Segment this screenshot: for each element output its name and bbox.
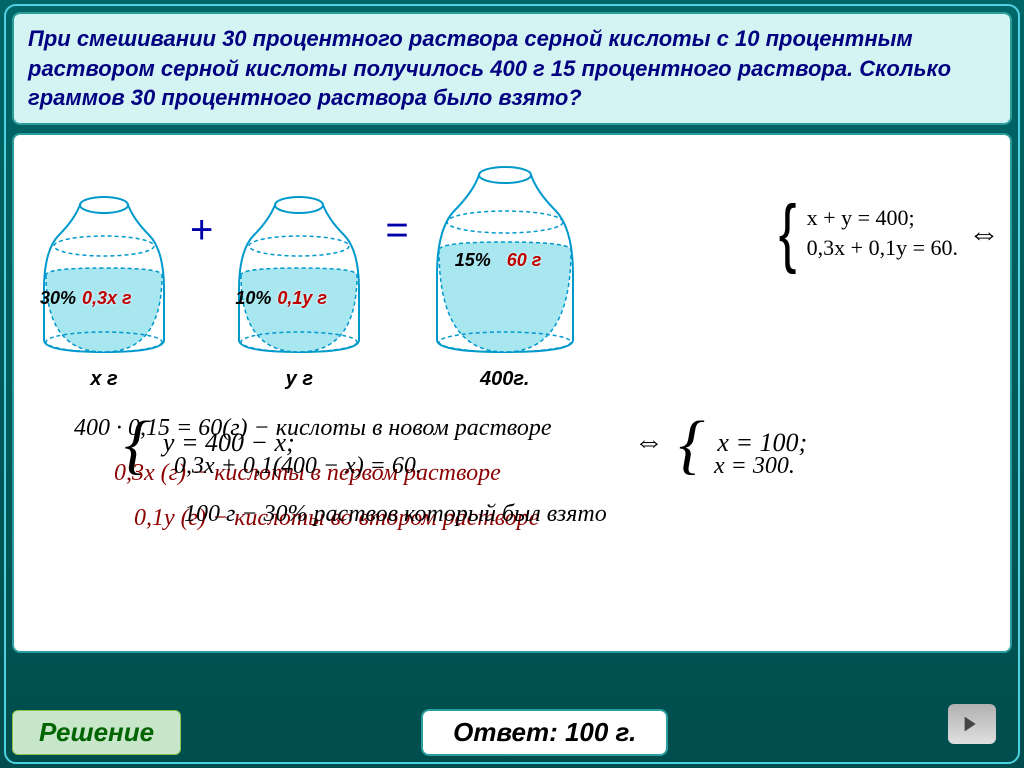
next-button[interactable] (948, 704, 996, 744)
jar3-annot: 60 г (507, 250, 542, 271)
bottom-row: Решение Ответ: 100 г. (12, 709, 1012, 756)
step-3b: 100 г − 30% раствов который был взято (184, 501, 607, 528)
jar-1: 30% 0,3x г x г (24, 180, 184, 365)
jar3-pct: 15% (455, 250, 491, 271)
jar-icon (415, 150, 595, 360)
jar-icon (24, 180, 184, 360)
work-area: 30% 0,3x г x г + 10% 0,1y г y г = (12, 133, 1012, 653)
system-equations: x + y = 400; 0,3x + 0,1y = 60. (807, 201, 958, 265)
step-2b: 0,3x + 0,1(400 − x) = 60. (174, 453, 422, 480)
chevron-right-icon (961, 713, 983, 735)
equation-system: { x + y = 400; 0,3x + 0,1y = 60. ⇔ (775, 195, 1000, 271)
solve-button[interactable]: Решение (12, 710, 181, 755)
iff-icon: ⇔ (968, 215, 1000, 252)
jar3-var: 400г. (415, 368, 595, 391)
jar1-pct: 30% (40, 288, 76, 309)
jar2-annot: 0,1y г (277, 288, 327, 309)
answer-box: Ответ: 100 г. (421, 709, 668, 756)
step-2c: x = 300. (714, 453, 795, 480)
page-frame: При смешивании 30 процентного раствора с… (4, 4, 1020, 764)
bracket-icon: { (779, 195, 797, 271)
problem-statement: При смешивании 30 процентного раствора с… (12, 12, 1012, 125)
solution-steps: 400 · 0,15 = 60(г) − кислоты в новом рас… (74, 405, 954, 605)
jar2-pct: 10% (235, 288, 271, 309)
system-eq-2: 0,3x + 0,1y = 60. (807, 235, 958, 261)
system-eq-1: x + y = 400; (807, 205, 958, 231)
problem-text: При смешивании 30 процентного раствора с… (28, 24, 996, 113)
jar-2: 10% 0,1y г y г (219, 180, 379, 365)
jar-3: 15% 60 г 400г. (415, 150, 595, 365)
jar1-var: x г (24, 368, 184, 391)
plus-sign: + (190, 208, 213, 253)
jar1-annot: 0,3x г (82, 288, 132, 309)
jar2-var: y г (219, 368, 379, 391)
equals-sign: = (385, 208, 408, 253)
jar-icon (219, 180, 379, 360)
